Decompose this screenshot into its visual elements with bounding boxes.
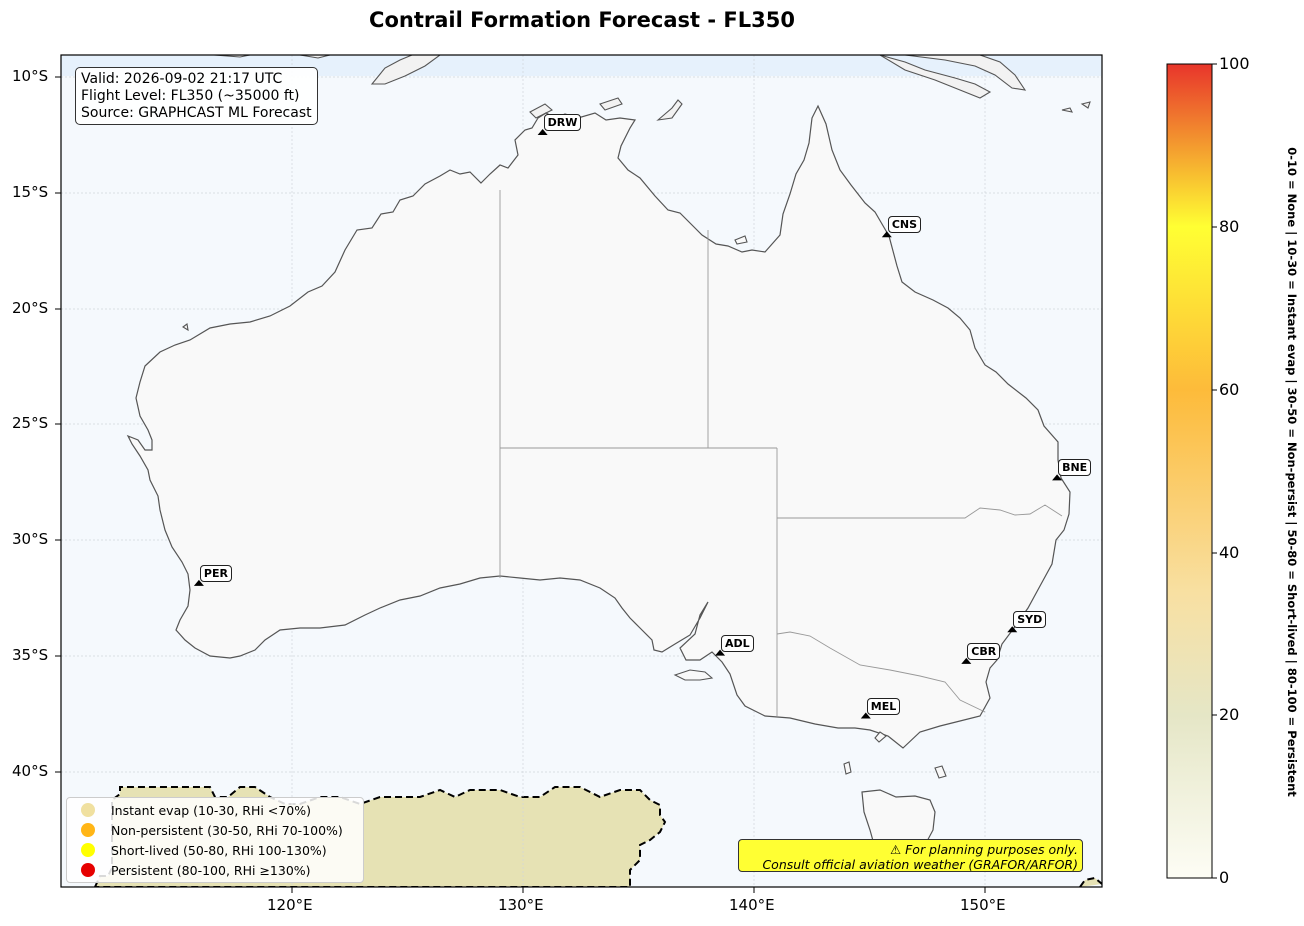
axis-ticks [55,76,986,893]
station-label-syd[interactable]: SYD [1013,611,1047,629]
lat-label-35s: 35°S [12,646,49,664]
forecast-region-se [1079,876,1102,887]
map-area [61,55,1102,887]
colorbar-tick-80: 80 [1219,217,1240,236]
flight-level: Flight Level: FL350 (~35000 ft) [81,88,300,104]
australia-mainland [126,104,1071,749]
station-marker-cns[interactable] [881,231,892,238]
colorbar-tick-60: 60 [1219,380,1240,399]
station-marker-cbr[interactable] [961,657,972,664]
legend-swatch [81,823,95,837]
legend-label: Persistent (80-100, RHi ≥130%) [111,862,311,878]
station-marker-syd[interactable] [1007,626,1018,633]
lon-label-150e: 150°E [960,896,1006,914]
northern-ocean-band [61,55,1102,76]
legend-label: Short-lived (50-80, RHi 100-130%) [111,842,327,858]
lat-label-20s: 20°S [12,299,49,317]
legend-swatch [81,803,95,817]
legend-item-non-persistent: Non-persistent (30-50, RHi 70-100%) [81,820,343,840]
lat-label-15s: 15°S [12,183,49,201]
station-label-mel[interactable]: MEL [866,697,901,715]
colorbar-tick-0: 0 [1219,868,1230,887]
lon-label-120e: 120°E [267,896,313,914]
disclaimer-line-1: ⚠ For planning purposes only. [890,842,1078,857]
station-marker-adl[interactable] [715,649,726,656]
lat-label-40s: 40°S [12,762,49,780]
station-label-cbr[interactable]: CBR [967,642,1001,660]
colorbar [1166,63,1213,879]
colorbar-caption-text: 0-10 = None | 10-30 = Instant evap | 30-… [1285,147,1299,797]
station-label-cns[interactable]: CNS [887,216,922,234]
coastal-islands [182,235,947,779]
valid-time: Valid: 2026-09-02 21:17 UTC [81,71,283,87]
legend-item-instant-evap: Instant evap (10-30, RHi <70%) [81,800,311,820]
station-label-bne[interactable]: BNE [1058,459,1092,477]
lon-label-140e: 140°E [729,896,775,914]
station-marker-per[interactable] [193,579,204,586]
colorbar-tick-20: 20 [1219,705,1240,724]
legend-swatch [81,843,95,857]
colorbar-ticks [1212,63,1217,879]
station-label-drw[interactable]: DRW [543,113,582,131]
legend-swatch [81,863,95,877]
station-marker-drw[interactable] [537,128,548,135]
disclaimer-line-2: Consult official aviation weather (GRAFO… [762,857,1078,872]
forecast-source: Source: GRAPHCAST ML Forecast [81,105,312,121]
station-label-adl[interactable]: ADL [721,634,754,652]
forecast-info-box: Valid: 2026-09-02 21:17 UTC Flight Level… [75,67,318,125]
legend: Instant evap (10-30, RHi <70%) Non-persi… [66,797,364,883]
colorbar-tick-100: 100 [1219,54,1250,73]
state-borders [499,190,1063,716]
legend-label: Non-persistent (30-50, RHi 70-100%) [111,822,343,838]
lat-label-30s: 30°S [12,530,49,548]
station-marker-mel[interactable] [860,712,871,719]
legend-item-persistent: Persistent (80-100, RHi ≥130%) [81,860,311,880]
legend-item-short-lived: Short-lived (50-80, RHi 100-130%) [81,840,327,860]
colorbar-tick-40: 40 [1219,543,1240,562]
disclaimer-box: ⚠ For planning purposes only. Consult of… [738,839,1083,872]
northern-islands [213,55,1091,121]
lat-label-10s: 10°S [12,67,49,85]
legend-label: Instant evap (10-30, RHi <70%) [111,802,311,818]
station-marker-bne[interactable] [1052,474,1063,481]
station-markers [193,128,1063,719]
chart-title: Contrail Formation Forecast - FL350 [369,8,795,32]
map-frame [60,54,1103,888]
lat-label-25s: 25°S [12,414,49,432]
colorbar-caption: 0-10 = None | 10-30 = Instant evap | 30-… [1279,72,1304,872]
station-label-per[interactable]: PER [199,564,232,582]
lon-label-130e: 130°E [498,896,544,914]
